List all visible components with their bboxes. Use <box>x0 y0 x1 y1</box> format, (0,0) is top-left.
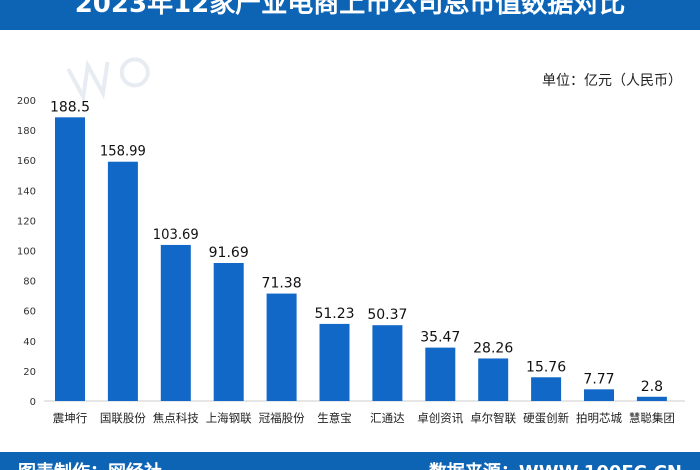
bar <box>319 323 350 401</box>
x-tick-label: 震坤行 <box>53 411 88 425</box>
y-tick-label: 140 <box>17 186 36 197</box>
x-tick-label: 汇通达 <box>370 411 405 425</box>
y-tick-label: 100 <box>17 247 36 258</box>
bar <box>213 263 244 401</box>
y-tick-label: 120 <box>17 216 36 227</box>
x-tick-label: 拍明芯城 <box>576 411 622 425</box>
bar <box>636 396 667 401</box>
y-tick-label: 60 <box>23 307 36 318</box>
y-tick-label: 80 <box>23 277 36 288</box>
x-tick-label: 卓尔智联 <box>470 411 516 425</box>
x-tick-label: 生意宝 <box>317 411 352 425</box>
data-label: 2.8 <box>641 379 663 395</box>
x-tick-label: 慧聪集团 <box>629 411 675 425</box>
data-label: 103.69 <box>153 227 199 243</box>
x-tick-label: 冠福股份 <box>259 411 305 425</box>
bar <box>372 325 403 401</box>
watermark-logo <box>66 57 150 103</box>
bar <box>160 244 191 401</box>
data-label: 158.99 <box>100 144 146 160</box>
y-tick-label: 180 <box>17 126 36 137</box>
data-label: 91.69 <box>209 245 249 261</box>
x-tick-label: 卓创资讯 <box>417 411 463 425</box>
y-tick-label: 160 <box>17 156 36 167</box>
bar <box>425 347 456 401</box>
bar <box>531 377 562 401</box>
y-tick-label: 40 <box>23 337 36 348</box>
footer-source: 数据来源：WWW.100EC.CN <box>429 458 682 470</box>
data-label: 51.23 <box>314 306 354 322</box>
bar <box>55 117 85 402</box>
data-label: 71.38 <box>262 276 302 292</box>
footer-bar: 图表制作：网经社 数据来源：WWW.100EC.CN <box>0 452 700 470</box>
bar <box>478 358 509 401</box>
bar <box>584 389 614 401</box>
x-tick-label: 上海钢联 <box>206 411 252 425</box>
chart-title-bar: 2023年12家产业电商上市公司总市值数据对比 <box>0 0 700 30</box>
footer-credit: 图表制作：网经社 <box>18 458 162 470</box>
data-label: 15.76 <box>526 359 566 375</box>
x-tick-label: 硬蛋创新 <box>523 411 569 425</box>
unit-label: 单位：亿元（人民币） <box>542 73 682 89</box>
bar <box>266 293 297 401</box>
y-tick-label: 20 <box>23 367 36 378</box>
data-label: 50.37 <box>367 307 407 323</box>
data-label: 28.26 <box>473 340 513 356</box>
data-label: 188.5 <box>50 99 90 115</box>
y-tick-label: 0 <box>30 397 36 408</box>
data-label: 35.47 <box>420 330 460 346</box>
chart-title: 2023年12家产业电商上市公司总市值数据对比 <box>74 0 626 19</box>
bar <box>107 161 138 401</box>
data-label: 7.77 <box>583 371 614 387</box>
y-tick-label: 200 <box>17 96 36 107</box>
x-tick-label: 焦点科技 <box>153 411 199 425</box>
x-tick-label: 国联股份 <box>100 411 146 425</box>
